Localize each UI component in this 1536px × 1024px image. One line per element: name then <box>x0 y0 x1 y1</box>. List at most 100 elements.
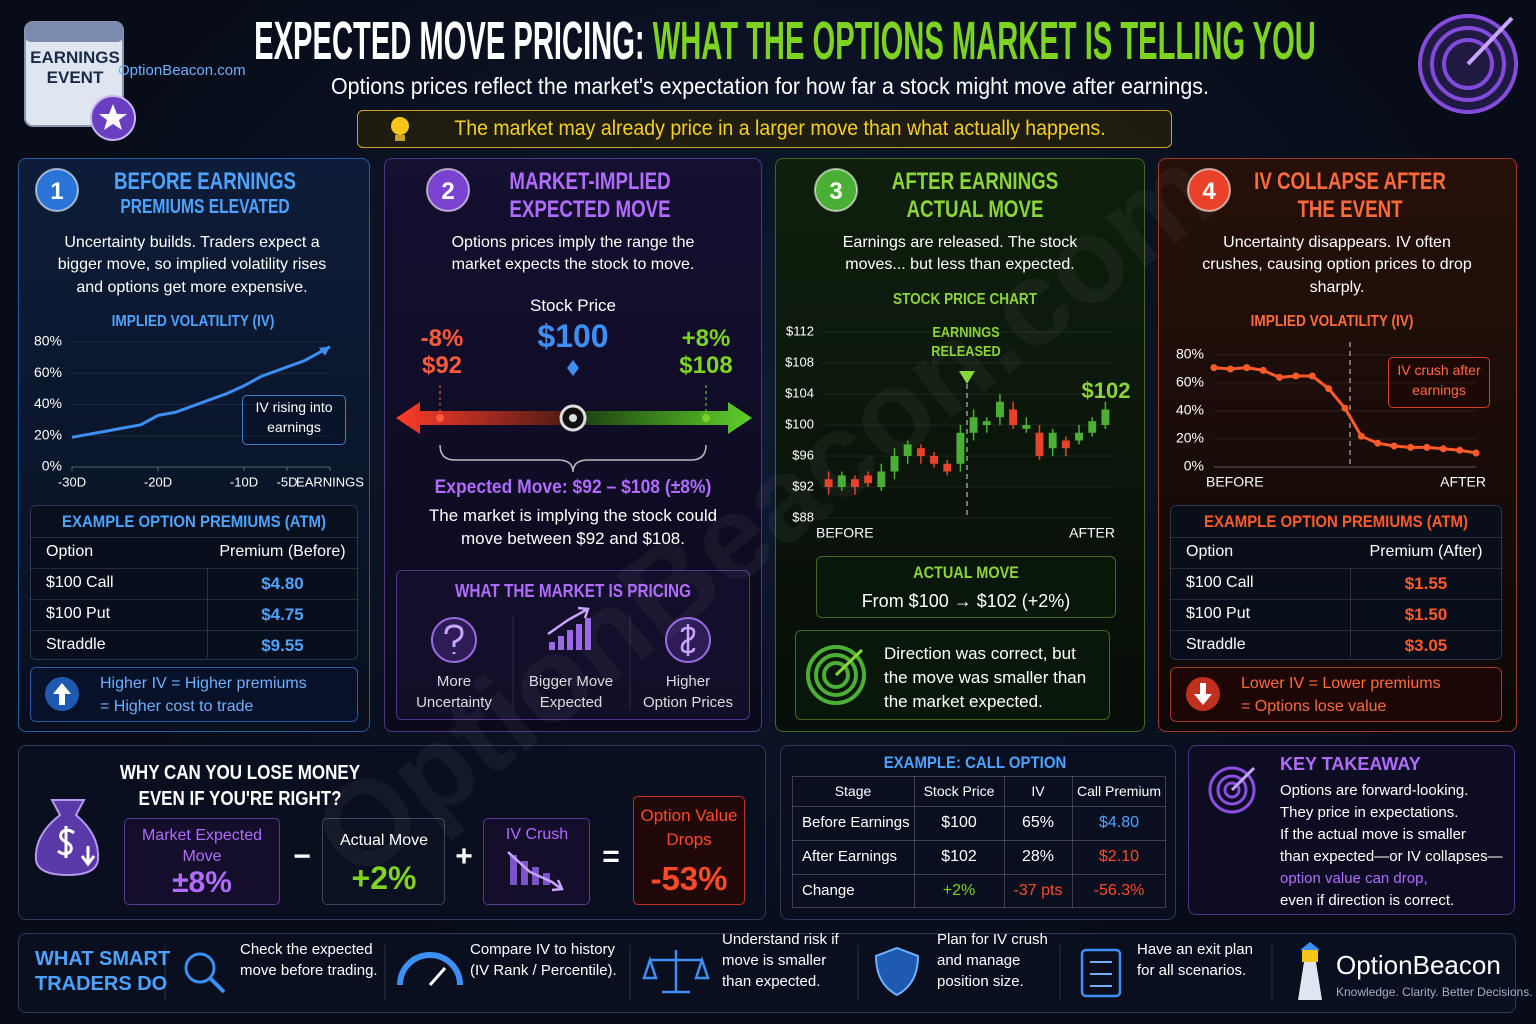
table-title: EXAMPLE: CALL OPTION <box>883 753 1067 772</box>
term-label: IV Crush <box>505 826 569 843</box>
panel-title: BEFORE EARNINGS <box>113 168 297 195</box>
table-cell: Change <box>802 882 855 899</box>
table-header: IV <box>1031 783 1045 799</box>
step-number: 4 <box>1202 178 1216 205</box>
table-rule <box>30 537 358 538</box>
pricing-item: Option Prices <box>642 694 734 711</box>
panel-title: ACTUAL MOVE <box>906 196 1044 223</box>
section-title: EVEN IF YOU'RE RIGHT? <box>138 788 342 810</box>
table-header: Stock Price <box>923 783 995 799</box>
box-title: WHAT THE MARKET IS PRICING <box>454 581 692 601</box>
table-cell: $4.75 <box>261 605 304 624</box>
note-box <box>1170 667 1502 722</box>
pricing-item: More <box>436 673 472 690</box>
step-number: 2 <box>441 178 455 205</box>
takeaway-line: option value can drop, <box>1280 870 1428 887</box>
table-rule <box>1170 568 1502 569</box>
term-box <box>322 818 445 905</box>
panel-text: Uncertainty disappears. IV often crushes… <box>1202 234 1472 296</box>
result-box <box>816 556 1116 618</box>
table-frame <box>792 776 1166 908</box>
panel-title: AFTER EARNINGS <box>891 168 1059 195</box>
table-rule <box>1072 776 1073 908</box>
annotation: EARNINGS RELEASED <box>931 324 1001 360</box>
result-text: From $100 → $102 (+2%) <box>861 591 1071 611</box>
note-text: Lower IV = Lower premiums <box>1241 675 1441 692</box>
operator: = <box>602 840 620 873</box>
table-title: EXAMPLE OPTION PREMIUMS (ATM) <box>1203 512 1468 531</box>
panel-title: EXPECTED MOVE <box>509 196 671 223</box>
table-rule <box>1170 630 1502 631</box>
footer-item: and manage <box>937 951 1021 969</box>
footer-item: move before trading. <box>240 962 378 979</box>
footer-item: position size. <box>937 972 1024 990</box>
table-cell: $4.80 <box>261 574 304 593</box>
table-cell: $100 Call <box>46 574 114 591</box>
note-text: = Options lose value <box>1241 698 1387 715</box>
badge-star <box>90 95 136 141</box>
target-icon <box>1442 38 1494 90</box>
chart-title: IMPLIED VOLATILITY (IV) <box>111 313 275 330</box>
table-cell: $102 <box>941 848 977 865</box>
section-title: WHY CAN YOU LOSE MONEY <box>119 762 361 784</box>
footer-item: move is smaller <box>722 951 827 969</box>
annotation: IV crush after earnings <box>1397 362 1481 398</box>
callout-box <box>357 110 1172 148</box>
target-icon <box>1418 14 1518 114</box>
title-part: WHAT THE OPTIONS MARKET IS TELLING YOU <box>652 11 1316 71</box>
panel-text: Options prices imply the range the marke… <box>451 234 695 274</box>
chart-title: STOCK PRICE CHART <box>892 291 1038 308</box>
table-cell: -56.3% <box>1093 882 1145 899</box>
note-text: = Higher cost to trade <box>100 698 254 715</box>
table-header: Option <box>1186 543 1234 560</box>
operator: + <box>455 840 473 873</box>
table-rule <box>914 776 915 908</box>
annotation: IV rising into earnings <box>255 399 333 435</box>
star-icon <box>99 104 127 130</box>
operator: − <box>293 840 311 873</box>
range-label: -8% <box>420 325 464 352</box>
pricing-item: Uncertainty <box>416 694 492 711</box>
site-name: OptionBeacon.com <box>118 62 246 79</box>
main-title: EXPECTED MOVE PRICING: WHAT THE OPTIONS … <box>254 10 1316 72</box>
badge-calendar-top <box>25 22 123 42</box>
table-header: Premium (After) <box>1369 543 1483 560</box>
table-rule <box>30 568 358 569</box>
footer-item: Understand risk if <box>722 930 839 948</box>
table-box <box>30 505 358 660</box>
table-rule <box>1170 599 1502 600</box>
table-header: Premium (Before) <box>219 543 346 560</box>
table-cell: +2% <box>942 882 976 899</box>
table-header: Stage <box>834 783 872 799</box>
takeaway-title: KEY TAKEAWAY <box>1280 754 1421 774</box>
takeaway-line: than expected—or IV collapses— <box>1280 848 1503 865</box>
table-cell: 65% <box>1021 814 1055 831</box>
term-label: Actual Move <box>339 832 429 849</box>
table-rule <box>792 874 1166 875</box>
table-cell: $3.05 <box>1404 636 1448 655</box>
note-box <box>30 667 358 722</box>
footer-item: Have an exit plan <box>1137 941 1253 958</box>
footer-item: than expected. <box>722 972 821 990</box>
takeaway-line: even if direction is correct. <box>1280 892 1455 909</box>
panel-title: THE EVENT <box>1297 196 1403 223</box>
table-cell: Straddle <box>46 636 106 653</box>
table-cell: $100 Put <box>46 605 111 622</box>
panel-text: Uncertainty builds. Traders expect a big… <box>57 234 327 296</box>
tagline: Knowledge. Clarity. Better Decisions. <box>1336 985 1533 999</box>
stock-price: $100 <box>537 318 609 354</box>
badge-text: EARNINGS <box>30 48 120 67</box>
term-value: -53% <box>650 860 728 897</box>
takeaway-line: They price in expectations. <box>1280 804 1459 821</box>
step-number: 1 <box>50 178 64 205</box>
example-box <box>780 745 1176 920</box>
footer-item: (IV Rank / Percentile). <box>470 962 617 979</box>
callout: The market may already price in a larger… <box>454 117 1106 140</box>
table-rule <box>207 568 208 658</box>
term-box <box>633 796 745 905</box>
table-cell: $100 Call <box>1186 574 1254 591</box>
table-rule <box>1004 776 1005 908</box>
term-value: +2% <box>351 860 417 896</box>
chart-title: IMPLIED VOLATILITY (IV) <box>1250 313 1414 330</box>
note-text: Higher IV = Higher premiums <box>100 675 307 692</box>
